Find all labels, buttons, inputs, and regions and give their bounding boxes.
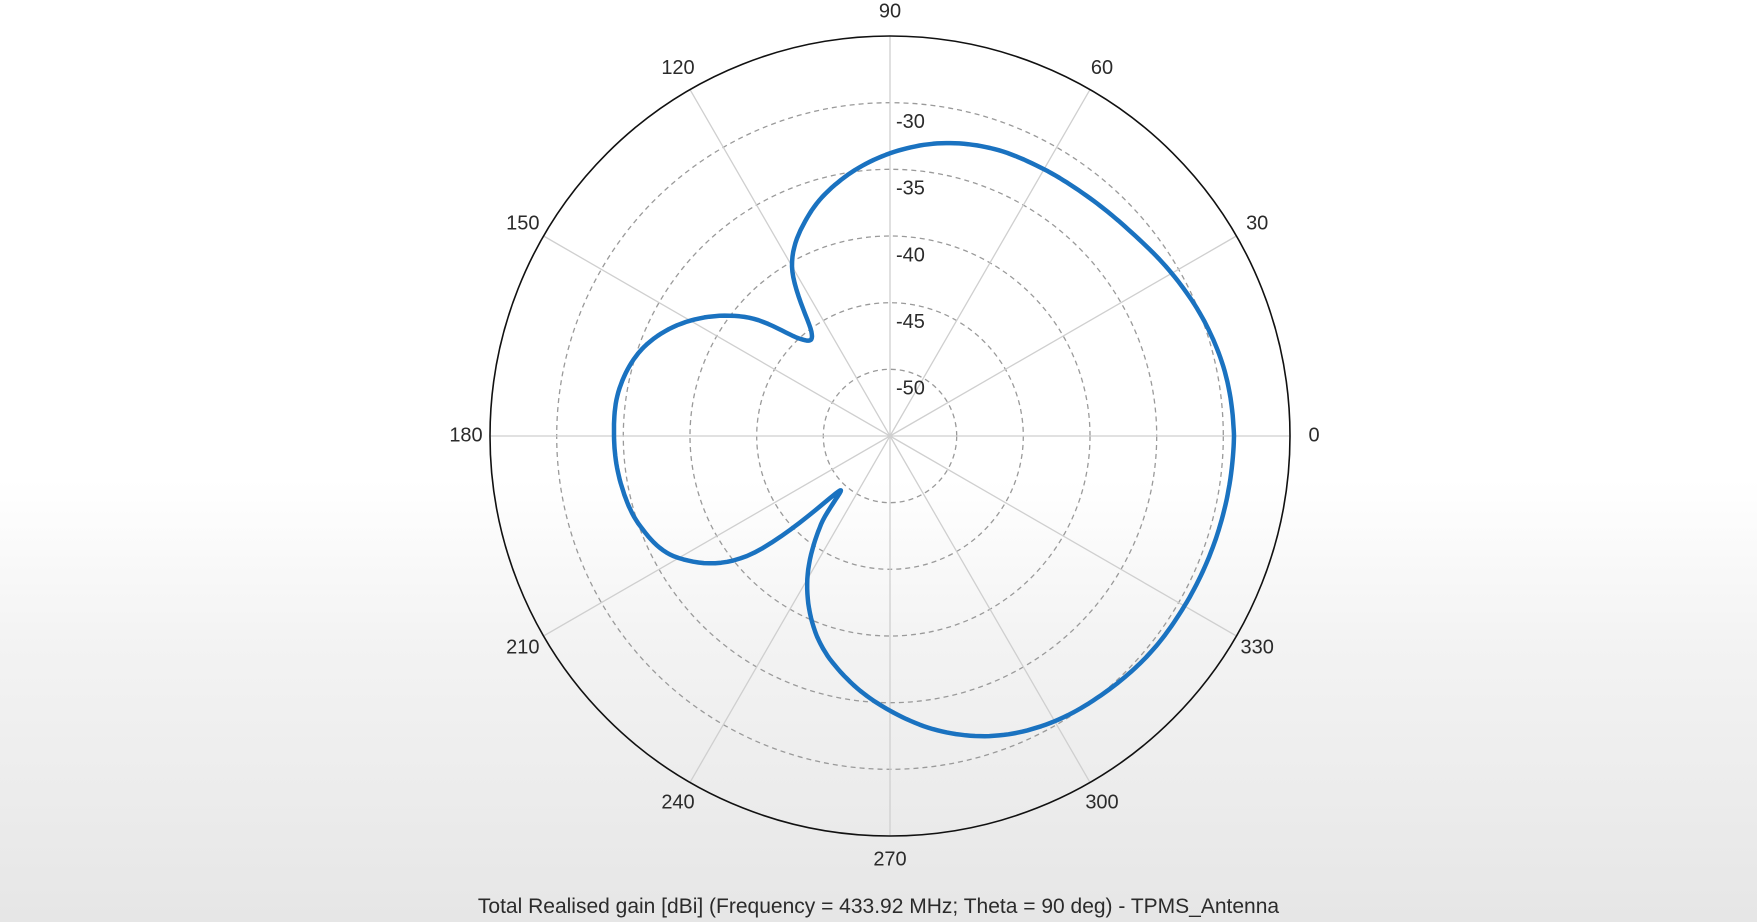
angular-grid-spoke <box>889 235 1237 437</box>
angular-grid-spoke <box>889 435 1237 637</box>
angular-grid-spoke <box>543 235 891 437</box>
radial-tick-label: -35 <box>896 178 925 200</box>
tick-label-layer: 0 30 60 90 120 150 180 210 240 270 300 330 -30 -35 -40… <box>449 0 1319 870</box>
angular-grid-spoke <box>889 89 1091 437</box>
series-layer <box>611 140 1237 739</box>
angle-tick-label: 240 <box>661 791 694 813</box>
angular-grid-spoke <box>543 435 891 637</box>
angle-tick-label: 150 <box>506 212 539 234</box>
angle-tick-label: 180 <box>449 424 482 446</box>
outer-circle <box>489 35 1291 837</box>
angular-grid-spoke <box>889 435 1091 783</box>
angle-tick-label: 330 <box>1241 636 1274 658</box>
chart-caption: Total Realised gain [dBi] (Frequency = 4… <box>477 895 1280 918</box>
radial-tick-label: -40 <box>896 244 925 266</box>
angle-tick-label: 60 <box>1091 57 1113 79</box>
radial-tick-label: -50 <box>896 378 925 400</box>
angle-tick-label: 270 <box>873 848 906 870</box>
angle-tick-label: 0 <box>1308 424 1319 446</box>
gain-pattern-line <box>611 140 1237 739</box>
radial-tick-label: -45 <box>896 311 925 333</box>
angle-tick-label: 90 <box>879 0 901 22</box>
angle-tick-label: 300 <box>1085 791 1118 813</box>
grid-layer <box>489 35 1291 837</box>
radial-tick-label: -30 <box>896 111 925 133</box>
angle-tick-label: 120 <box>661 57 694 79</box>
angle-tick-label: 210 <box>506 636 539 658</box>
angular-grid-spoke <box>689 435 891 783</box>
angle-tick-label: 30 <box>1246 212 1268 234</box>
